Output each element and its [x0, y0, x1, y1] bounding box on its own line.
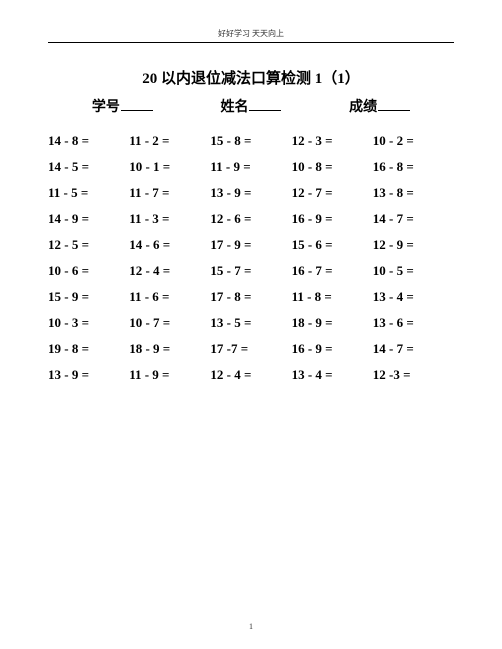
page-header: 好好学习 天天向上	[48, 28, 454, 39]
info-label-name: 姓名	[220, 96, 248, 116]
problem-cell: 11 - 5 =	[48, 180, 129, 206]
problem-cell: 13 - 4 =	[373, 284, 454, 310]
problem-cell: 11 - 6 =	[129, 284, 210, 310]
problem-cell: 15 - 8 =	[210, 128, 291, 154]
problem-cell: 10 - 8 =	[292, 154, 373, 180]
problem-cell: 19 - 8 =	[48, 336, 129, 362]
table-row: 12 - 5 =14 - 6 =17 - 9 =15 - 6 =12 - 9 =	[48, 232, 454, 258]
info-blank-name	[249, 97, 281, 111]
document-title: 20 以内退位减法口算检测 1（1）	[48, 67, 454, 88]
info-label-id: 学号	[92, 96, 120, 116]
problem-cell: 18 - 9 =	[292, 310, 373, 336]
page-number: 1	[0, 622, 502, 631]
problem-cell: 10 - 3 =	[48, 310, 129, 336]
info-row: 学号 姓名 成绩	[48, 96, 454, 116]
problem-cell: 13 - 9 =	[48, 362, 129, 388]
problem-cell: 14 - 5 =	[48, 154, 129, 180]
problem-cell: 12 - 7 =	[292, 180, 373, 206]
problem-cell: 11 - 7 =	[129, 180, 210, 206]
problem-cell: 14 - 9 =	[48, 206, 129, 232]
problem-cell: 16 - 8 =	[373, 154, 454, 180]
problem-cell: 11 - 2 =	[129, 128, 210, 154]
problems-table: 14 - 8 =11 - 2 =15 - 8 =12 - 3 =10 - 2 =…	[48, 128, 454, 388]
table-row: 14 - 5 =10 - 1 =11 - 9 =10 - 8 =16 - 8 =	[48, 154, 454, 180]
problem-cell: 10 - 2 =	[373, 128, 454, 154]
problem-cell: 12 - 5 =	[48, 232, 129, 258]
table-row: 10 - 3 =10 - 7 =13 - 5 =18 - 9 =13 - 6 =	[48, 310, 454, 336]
problem-cell: 10 - 5 =	[373, 258, 454, 284]
problem-cell: 11 - 3 =	[129, 206, 210, 232]
problem-cell: 13 - 8 =	[373, 180, 454, 206]
problem-cell: 16 - 9 =	[292, 336, 373, 362]
problem-cell: 10 - 6 =	[48, 258, 129, 284]
problem-cell: 11 - 8 =	[292, 284, 373, 310]
problem-cell: 16 - 9 =	[292, 206, 373, 232]
problem-cell: 13 - 6 =	[373, 310, 454, 336]
problem-cell: 12 -3 =	[373, 362, 454, 388]
problem-cell: 10 - 1 =	[129, 154, 210, 180]
problem-cell: 17 - 9 =	[210, 232, 291, 258]
problem-cell: 15 - 6 =	[292, 232, 373, 258]
problem-cell: 16 - 7 =	[292, 258, 373, 284]
problem-cell: 12 - 6 =	[210, 206, 291, 232]
info-student-id: 学号	[92, 96, 153, 116]
problem-cell: 15 - 9 =	[48, 284, 129, 310]
table-row: 10 - 6 =12 - 4 =15 - 7 =16 - 7 =10 - 5 =	[48, 258, 454, 284]
problem-cell: 12 - 4 =	[210, 362, 291, 388]
problem-cell: 10 - 7 =	[129, 310, 210, 336]
problem-cell: 13 - 5 =	[210, 310, 291, 336]
problem-cell: 17 - 8 =	[210, 284, 291, 310]
problem-cell: 14 - 6 =	[129, 232, 210, 258]
problem-cell: 12 - 9 =	[373, 232, 454, 258]
table-row: 14 - 9 =11 - 3 =12 - 6 =16 - 9 =14 - 7 =	[48, 206, 454, 232]
info-blank-id	[121, 97, 153, 111]
problem-cell: 14 - 7 =	[373, 336, 454, 362]
problem-cell: 13 - 4 =	[292, 362, 373, 388]
info-label-score: 成绩	[349, 96, 377, 116]
problem-cell: 14 - 7 =	[373, 206, 454, 232]
problem-cell: 15 - 7 =	[210, 258, 291, 284]
problem-cell: 14 - 8 =	[48, 128, 129, 154]
info-blank-score	[378, 97, 410, 111]
problem-cell: 18 - 9 =	[129, 336, 210, 362]
info-score: 成绩	[349, 96, 410, 116]
header-divider	[48, 42, 454, 43]
problem-cell: 12 - 4 =	[129, 258, 210, 284]
problem-cell: 11 - 9 =	[129, 362, 210, 388]
problem-cell: 17 -7 =	[210, 336, 291, 362]
table-row: 11 - 5 =11 - 7 =13 - 9 =12 - 7 =13 - 8 =	[48, 180, 454, 206]
problem-cell: 11 - 9 =	[210, 154, 291, 180]
problem-cell: 12 - 3 =	[292, 128, 373, 154]
info-name: 姓名	[220, 96, 281, 116]
problems-body: 14 - 8 =11 - 2 =15 - 8 =12 - 3 =10 - 2 =…	[48, 128, 454, 388]
problem-cell: 13 - 9 =	[210, 180, 291, 206]
table-row: 13 - 9 =11 - 9 =12 - 4 =13 - 4 =12 -3 =	[48, 362, 454, 388]
table-row: 15 - 9 =11 - 6 =17 - 8 =11 - 8 =13 - 4 =	[48, 284, 454, 310]
table-row: 14 - 8 =11 - 2 =15 - 8 =12 - 3 =10 - 2 =	[48, 128, 454, 154]
document-page: 好好学习 天天向上 20 以内退位减法口算检测 1（1） 学号 姓名 成绩 14…	[0, 0, 502, 649]
table-row: 19 - 8 =18 - 9 =17 -7 =16 - 9 =14 - 7 =	[48, 336, 454, 362]
